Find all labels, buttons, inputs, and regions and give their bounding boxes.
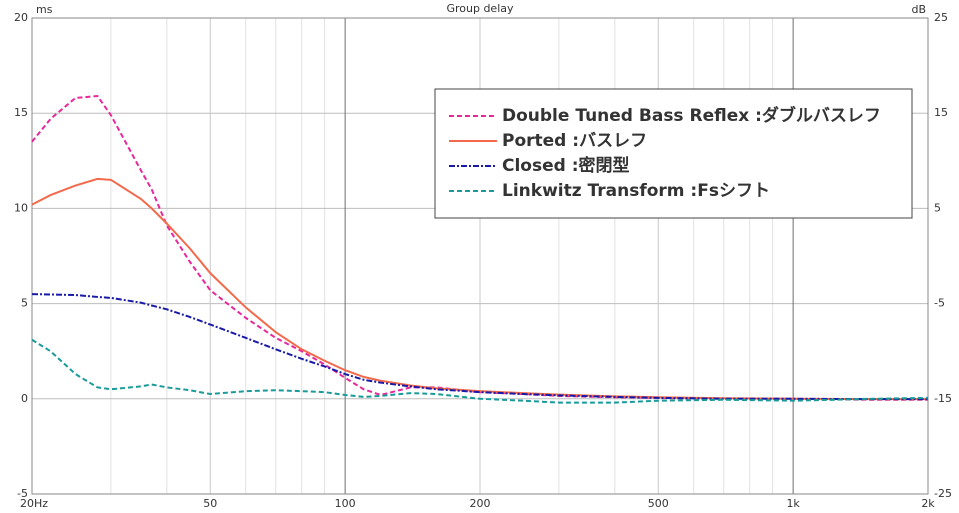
y-axis-label: ms [36,3,53,16]
legend-label: Double Tuned Bass Reflex :ダブルバスレフ [502,105,881,126]
x-tick-label: 1k [786,497,800,510]
y2-tick-label: 15 [934,106,948,119]
y-tick-label: 20 [14,11,28,24]
series-line [31,293,928,401]
y-tick-label: 10 [14,201,28,214]
y2-tick-label: -5 [934,297,945,310]
legend-label: Ported :バスレフ [502,131,647,151]
series-line [31,177,928,401]
x-tick-label: 500 [648,497,669,510]
y2-tick-label: -25 [934,487,952,500]
legend-label: Closed :密閉型 [502,155,630,176]
plot-frame [31,17,929,495]
series-line [31,338,929,404]
y2-tick-label: -15 [934,392,952,405]
y-tick-label: -5 [17,487,28,500]
x-tick-label: 2k [921,497,935,510]
x-tick-label: 50 [203,497,217,510]
x-tick-label: 100 [335,497,356,510]
legend-box [434,88,913,219]
legend-label: Linkwitz Transform :Fsシフト [502,181,770,201]
y-tick-label: 15 [14,106,28,119]
x-tick-label: 200 [470,497,491,510]
legend: Double Tuned Bass Reflex :ダブルバスレフ Ported … [434,88,913,219]
y-tick-label: 0 [21,392,28,405]
y2-tick-label: 5 [934,201,941,214]
y2-tick-label: 25 [934,11,948,24]
x-tick-label: 20Hz [20,497,48,510]
y2-axis-label: dB [911,3,926,16]
y-tick-label: 5 [21,297,28,310]
chart-title: Group delay [446,2,514,15]
